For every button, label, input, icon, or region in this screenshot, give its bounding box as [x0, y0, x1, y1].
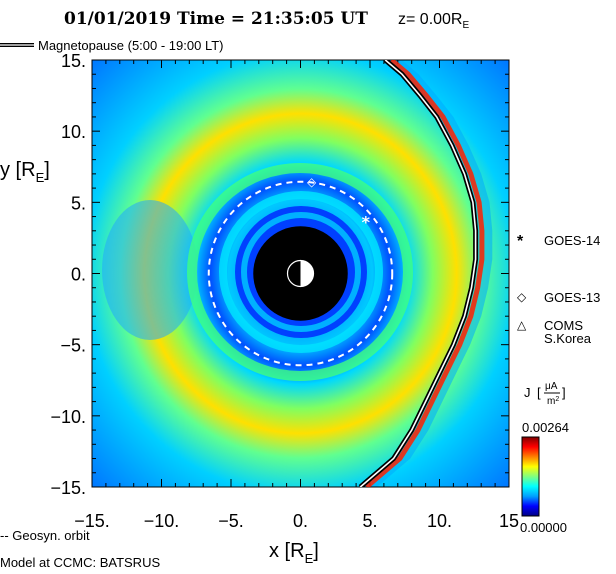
- x-tick-label: 10.: [427, 511, 452, 531]
- geosync-orbit-label: -- Geosyn. orbit: [0, 528, 90, 543]
- magnetopause-legend: Magnetopause (5:00 - 19:00 LT): [0, 38, 224, 53]
- colorbar-unit-close: ]: [562, 385, 566, 400]
- z-level-label: z= 0.00RE: [398, 11, 469, 31]
- chart-title: 01/01/2019 Time = 21:35:05 UT: [64, 9, 368, 29]
- x-tick-label: 15: [499, 511, 519, 531]
- goes13-legend-symbol: ◇: [517, 290, 527, 304]
- x-axis-ticks: −15. −10. −5. 0. 5. 10. 15: [74, 60, 519, 531]
- x-tick-label: −5.: [218, 511, 244, 531]
- y-axis-ticks: 15. 10. 5. 0. −5. −10. −15.: [50, 51, 509, 498]
- y-tick-label: 0.: [71, 265, 86, 285]
- colorbar-min-label: 0.00000: [520, 520, 567, 535]
- satellite-legend: * GOES-14 ◇ GOES-13 △ COMS S.Korea: [517, 233, 600, 346]
- y-tick-label: −15.: [50, 478, 86, 498]
- y-tick-label: 5.: [71, 193, 86, 213]
- colorbar-unit-numerator: μA: [545, 381, 558, 392]
- magnetopause-current-sheet: [364, 60, 485, 487]
- goes14-legend-symbol: *: [517, 233, 524, 250]
- coms-legend-symbol: △: [517, 318, 527, 332]
- magnetopause-line: [359, 60, 477, 487]
- model-label: Model at CCMC: BATSRUS: [0, 555, 160, 570]
- x-tick-label: 5.: [362, 511, 377, 531]
- satellite-marker-goes13: ◇: [307, 175, 317, 189]
- earth-dayside-half: [300, 260, 314, 287]
- x-tick-label: 0.: [293, 511, 308, 531]
- x-tick-label: −10.: [144, 511, 180, 531]
- satellite-marker-goes14: *: [362, 212, 371, 231]
- x-axis-label: x [RE]: [269, 540, 319, 566]
- inner-ring-band: [241, 212, 361, 332]
- colorbar-unit-denominator: m2: [547, 396, 559, 407]
- goes14-legend-label: GOES-14: [544, 233, 600, 248]
- colorbar-label: J: [524, 385, 531, 400]
- magnetopause-line-group: [358, 60, 485, 487]
- x-tick-label: −15.: [74, 511, 110, 531]
- ring-current-outer-band: [187, 163, 413, 381]
- geosync-orbit-circle: [207, 180, 394, 367]
- magnetopause-legend-label: Magnetopause (5:00 - 19:00 LT): [38, 38, 224, 53]
- y-axis-label: y [RE]: [0, 159, 50, 185]
- y-tick-label: 15.: [61, 51, 86, 71]
- colorbar-max-label: 0.00264: [522, 420, 569, 435]
- ring-current-inner-band: [219, 191, 383, 353]
- colorbar-unit-open: [: [537, 385, 541, 400]
- goes13-legend-label: GOES-13: [544, 290, 600, 305]
- colorbar: J [ μA m2 ] 0.00264 0.00000: [520, 381, 569, 535]
- coms-legend-label: COMS: [544, 318, 583, 333]
- y-tick-label: −10.: [50, 407, 86, 427]
- coms-legend-label-2: S.Korea: [544, 331, 592, 346]
- colorbar-scale: [521, 436, 540, 517]
- y-tick-label: −5.: [60, 336, 86, 356]
- y-tick-label: 10.: [61, 122, 86, 142]
- earth-overlay-group: *◇: [207, 175, 394, 367]
- dayside-blue-layer: [102, 200, 198, 340]
